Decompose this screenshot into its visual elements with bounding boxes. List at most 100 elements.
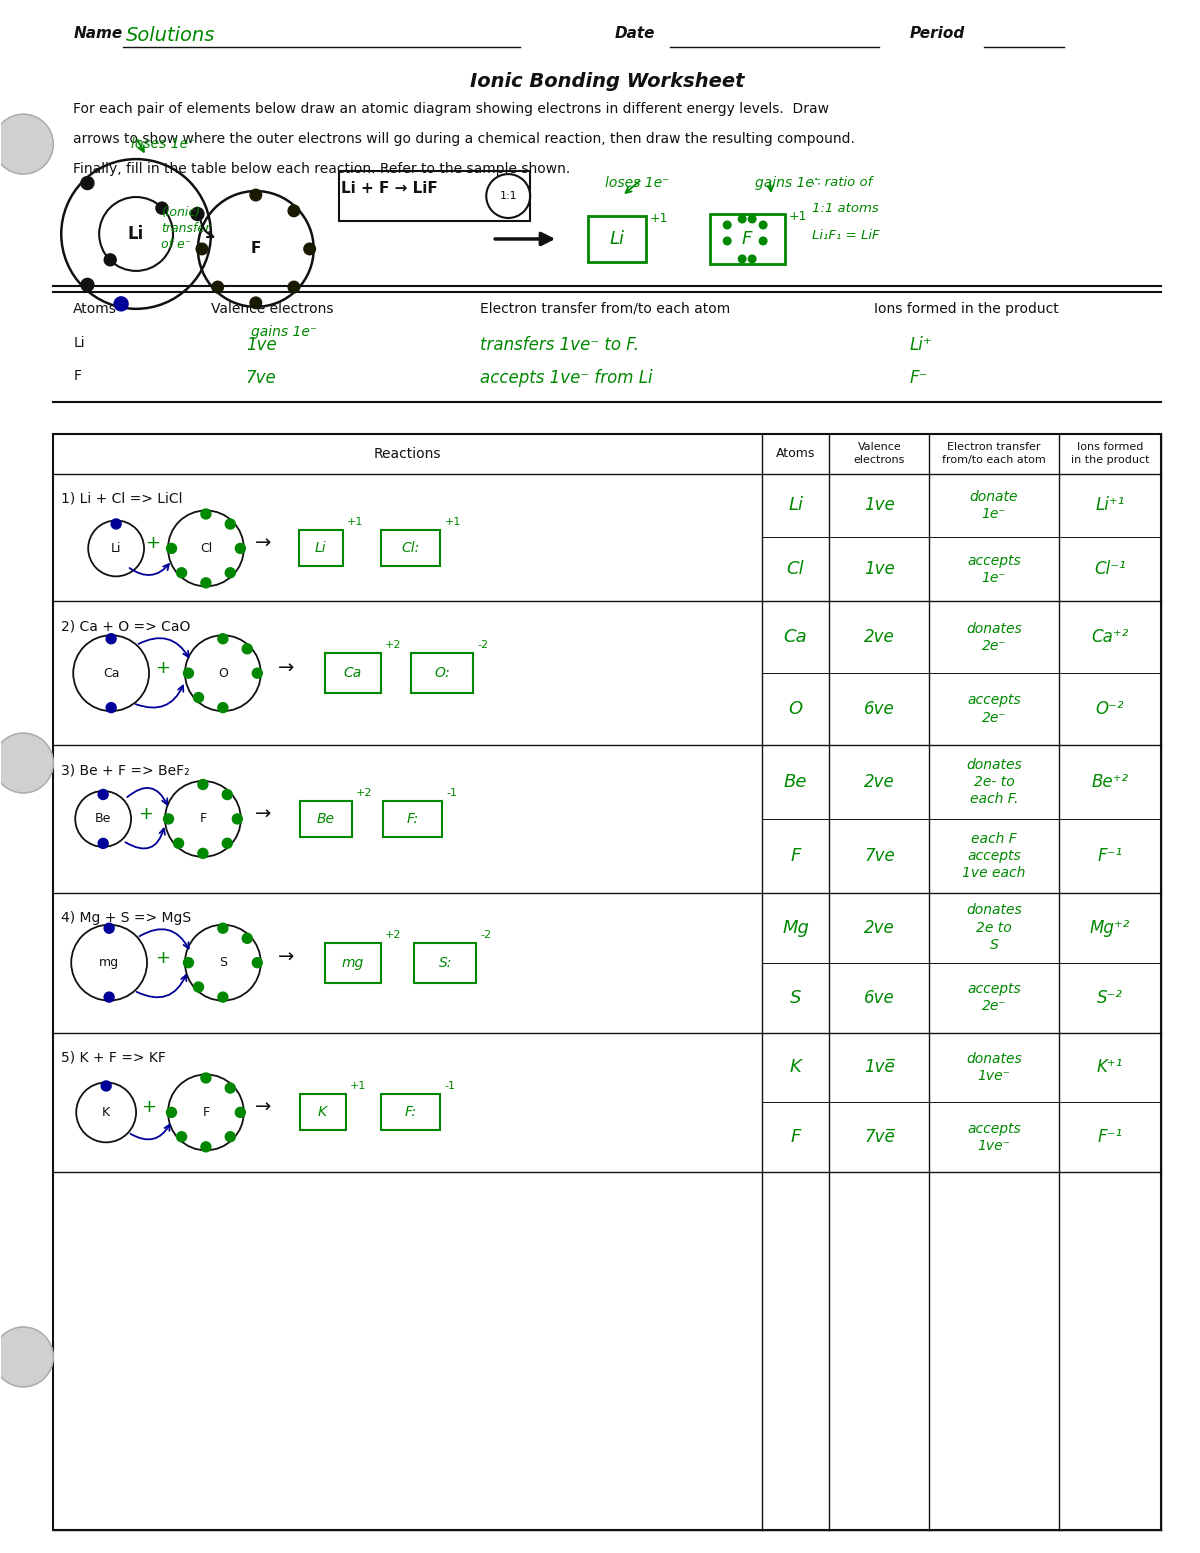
Circle shape (198, 780, 208, 789)
Text: +: + (142, 1098, 156, 1117)
Circle shape (176, 568, 186, 578)
Text: mg: mg (100, 957, 119, 969)
Text: mg: mg (342, 955, 364, 969)
Text: Li + F → LiF: Li + F → LiF (341, 180, 437, 196)
Circle shape (193, 693, 204, 702)
Text: Ca: Ca (103, 666, 119, 680)
Text: S: S (218, 957, 227, 969)
Text: +2: +2 (384, 640, 401, 651)
Circle shape (200, 578, 211, 589)
Text: -2: -2 (478, 640, 488, 651)
Text: 2ve: 2ve (864, 919, 895, 936)
Text: Ca⁺²: Ca⁺² (1091, 629, 1128, 646)
Text: Mg⁺²: Mg⁺² (1090, 919, 1130, 936)
Text: Cl: Cl (787, 561, 804, 578)
Circle shape (114, 297, 128, 311)
Text: ∴ ratio of: ∴ ratio of (811, 175, 871, 189)
Circle shape (218, 992, 228, 1002)
Text: F⁻: F⁻ (910, 368, 928, 387)
Text: S:: S: (439, 955, 452, 969)
Circle shape (235, 544, 245, 553)
Text: 1ve̅: 1ve̅ (864, 1059, 895, 1076)
Text: S: S (790, 989, 802, 1006)
Text: 1:1: 1:1 (499, 191, 517, 200)
Text: →: → (254, 1098, 271, 1117)
Text: +2: +2 (355, 787, 372, 798)
Circle shape (80, 177, 94, 189)
Bar (338, 171, 530, 221)
Text: -1: -1 (446, 787, 457, 798)
Text: F: F (251, 241, 260, 256)
Circle shape (724, 238, 731, 245)
Text: Finally, fill in the table below each reaction. Refer to the sample shown.: Finally, fill in the table below each re… (73, 162, 570, 175)
Circle shape (218, 634, 228, 644)
Circle shape (218, 922, 228, 933)
Circle shape (104, 992, 114, 1002)
Circle shape (184, 668, 193, 679)
Text: donates
2e- to
each F.: donates 2e- to each F. (966, 758, 1022, 806)
Text: 1ve: 1ve (864, 497, 895, 514)
Text: 6ve: 6ve (864, 700, 895, 717)
Text: Valence
electrons: Valence electrons (853, 443, 905, 464)
Circle shape (212, 281, 223, 294)
Text: →: → (254, 804, 271, 823)
Text: transfers 1ve⁻ to F.: transfers 1ve⁻ to F. (480, 335, 640, 354)
Text: Be: Be (95, 812, 112, 826)
Text: Ca: Ca (343, 666, 361, 680)
Bar (380, 531, 440, 567)
Text: loses 1e⁻: loses 1e⁻ (131, 137, 196, 151)
Circle shape (104, 922, 114, 933)
Text: 4) Mg + S => MgS: 4) Mg + S => MgS (61, 910, 191, 924)
Circle shape (250, 189, 262, 200)
Circle shape (112, 519, 121, 530)
Text: Be: Be (784, 773, 808, 790)
Text: O: O (788, 700, 803, 717)
Text: K: K (790, 1059, 802, 1076)
Circle shape (163, 814, 174, 825)
Bar (380, 1095, 440, 1131)
Text: F: F (742, 230, 752, 248)
Text: Ions formed in the product: Ions formed in the product (875, 301, 1060, 315)
Circle shape (174, 839, 184, 848)
Text: donates
2e⁻: donates 2e⁻ (966, 621, 1022, 652)
Circle shape (233, 814, 242, 825)
Circle shape (0, 115, 53, 174)
Circle shape (288, 205, 300, 216)
Circle shape (242, 644, 252, 654)
Circle shape (98, 789, 108, 800)
Text: 2ve: 2ve (864, 773, 895, 790)
Text: +1: +1 (444, 517, 461, 528)
Circle shape (98, 839, 108, 848)
Text: Date: Date (614, 26, 655, 42)
Circle shape (167, 544, 176, 553)
Circle shape (749, 216, 756, 222)
Text: gains 1e⁻: gains 1e⁻ (251, 325, 317, 339)
Text: S⁻²: S⁻² (1097, 989, 1123, 1006)
Text: Period: Period (910, 26, 965, 42)
Text: +: + (156, 658, 170, 677)
Circle shape (250, 297, 262, 309)
Text: →: → (277, 658, 294, 677)
Circle shape (106, 634, 116, 644)
Bar (412, 654, 473, 693)
Text: +: + (145, 534, 161, 553)
Text: Electron transfer
from/to each atom: Electron transfer from/to each atom (942, 443, 1046, 464)
Bar (325, 654, 380, 693)
Text: F⁻¹: F⁻¹ (1097, 1129, 1122, 1146)
Circle shape (252, 668, 263, 679)
Text: Valence electrons: Valence electrons (211, 301, 334, 315)
Text: 7ve: 7ve (246, 368, 276, 387)
Text: accepts 1ve⁻ from Li: accepts 1ve⁻ from Li (480, 368, 653, 387)
Text: +: + (156, 949, 170, 966)
Circle shape (724, 221, 731, 228)
Text: 7ve: 7ve (864, 846, 895, 865)
Circle shape (226, 1082, 235, 1093)
Circle shape (222, 789, 233, 800)
Text: +1: +1 (788, 210, 808, 224)
Text: F⁻¹: F⁻¹ (1097, 846, 1122, 865)
Text: accepts
1e⁻: accepts 1e⁻ (967, 554, 1021, 585)
Text: Li: Li (73, 335, 85, 349)
Text: Li: Li (314, 542, 326, 556)
Text: Atoms: Atoms (73, 301, 118, 315)
Text: Electron transfer from/to each atom: Electron transfer from/to each atom (480, 301, 731, 315)
